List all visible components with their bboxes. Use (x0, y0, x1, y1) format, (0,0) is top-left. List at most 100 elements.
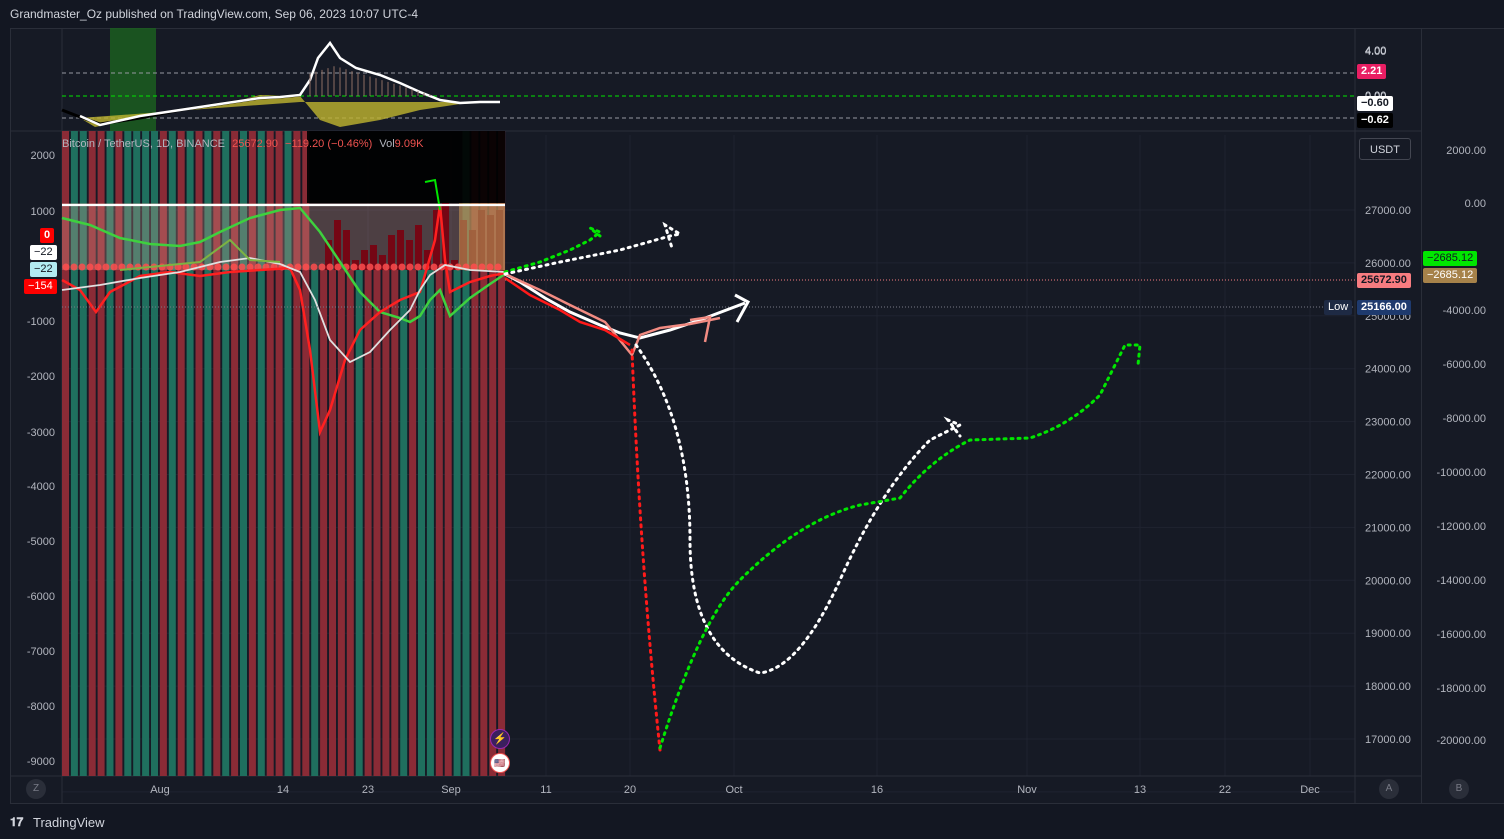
histogram-column (498, 131, 506, 776)
right-tag-green: −2685.12 (1423, 251, 1478, 266)
projection-red-dotted (630, 348, 662, 752)
baseline-dot (230, 263, 238, 271)
right-axis-tick: -10000.00 (1436, 467, 1486, 479)
projection-white-arrowhead (734, 293, 751, 323)
left-axis-tick: -9000 (27, 756, 55, 768)
left-tag-a: −22 (30, 245, 57, 260)
histogram-column (195, 131, 203, 776)
histogram-column (266, 131, 274, 776)
right-axis-tick: 0.00 (1465, 198, 1486, 210)
left-tag-c: −154 (24, 279, 57, 294)
histogram-column (400, 270, 408, 776)
histogram-column (257, 131, 265, 776)
histogram-column (444, 270, 452, 776)
time-axis-label: Sep (441, 784, 461, 796)
volume-bar (388, 235, 395, 270)
time-axis-label: 22 (1219, 784, 1231, 796)
right-axis-tick: 2000.00 (1446, 145, 1486, 157)
lightning-icon[interactable]: ⚡ (490, 729, 510, 749)
low-label-tag: Low (1324, 300, 1353, 315)
symbol-price: 25672.90 (232, 138, 278, 150)
baseline-dot (334, 263, 342, 271)
time-axis-label: 20 (624, 784, 636, 796)
price-axis-tick: 24000.00 (1365, 364, 1411, 376)
volume-bar (325, 240, 332, 270)
symbol-change: −119.20 (−0.46%) (285, 138, 373, 150)
indicator-green-line (61, 206, 506, 324)
publish-text: Grandmaster_Oz published on TradingView.… (10, 7, 419, 21)
projection-red-line (504, 276, 631, 347)
right-axis-tick: -4000.00 (1443, 305, 1486, 317)
histogram-column (471, 131, 479, 776)
volume-bar (442, 203, 449, 270)
projection-salmon-line (504, 272, 721, 358)
price-axis-tick: 23000.00 (1365, 417, 1411, 429)
publish-header: Grandmaster_Oz published on TradingView.… (0, 0, 1504, 28)
histogram-column (426, 270, 434, 776)
right-axis-tick: -14000.00 (1436, 575, 1486, 587)
histogram-column (284, 131, 292, 776)
baseline-dot (406, 263, 414, 271)
histogram-column (275, 131, 283, 776)
baseline-dot (430, 263, 438, 271)
axis-button-b[interactable]: B (1449, 779, 1469, 799)
right-axis-tick: -18000.00 (1436, 683, 1486, 695)
baseline-dot (182, 263, 190, 271)
top-tag-black: −0.62 (1357, 113, 1393, 128)
histogram-column (293, 131, 301, 776)
histogram-column (133, 131, 141, 776)
indicator-lime-line (119, 238, 281, 271)
baseline-dot (246, 263, 254, 271)
baseline-dot (302, 263, 310, 271)
volume-bar (415, 225, 422, 270)
histogram-column (346, 270, 354, 776)
price-axis-tick: 22000.00 (1365, 470, 1411, 482)
volume-bar (379, 255, 386, 270)
projection-white-dotted (634, 343, 964, 675)
baseline-dot (390, 263, 398, 271)
baseline-dot (94, 263, 102, 271)
overlay-band-gold (459, 203, 505, 270)
baseline-dot (350, 263, 358, 271)
baseline-dot (326, 263, 334, 271)
indicator-white-line (61, 257, 506, 364)
left-axis-tick: -8000 (27, 701, 55, 713)
volume-bar (397, 230, 404, 270)
axis-button-a[interactable]: A (1379, 779, 1399, 799)
baseline-dot (374, 263, 382, 271)
histogram-column (337, 270, 345, 776)
histogram-column (222, 131, 230, 776)
histogram-column (373, 270, 381, 776)
left-tag-b: −22 (30, 262, 57, 277)
histogram-column (213, 131, 221, 776)
volume-bar (406, 240, 413, 270)
baseline-dot (86, 263, 94, 271)
histogram-column (240, 131, 247, 776)
volume-bar (343, 230, 350, 270)
top-pane-yellow-area (80, 95, 500, 127)
histogram-column (311, 270, 319, 776)
histogram-column (151, 131, 158, 776)
baseline-dot (486, 263, 494, 271)
projection-white-short (503, 221, 685, 276)
left-axis-tick: -3000 (27, 427, 55, 439)
baseline-dot (222, 263, 230, 271)
right-oscillator-axis[interactable] (1422, 28, 1504, 804)
symbol-legend[interactable]: Bitcoin / TetherUS, 1D, BINANCE 25672.90… (62, 138, 427, 150)
us-flag-icon[interactable]: 🇺🇸 (490, 753, 510, 773)
low-value-tag: 25166.00 (1357, 300, 1411, 315)
histogram-column (329, 270, 336, 776)
histogram-column (435, 270, 443, 776)
currency-button[interactable]: USDT (1359, 138, 1411, 160)
axis-button-z[interactable]: Z (26, 779, 46, 799)
baseline-dot (318, 263, 326, 271)
histogram-column (453, 270, 461, 776)
histogram-column (231, 131, 239, 776)
projection-salmon-arrowhead (689, 315, 712, 343)
projection-white-solid (504, 272, 746, 340)
projection-green-dotted (658, 343, 1142, 750)
histogram-column (355, 270, 363, 776)
baseline-dot (470, 263, 478, 271)
baseline-dot (478, 263, 486, 271)
